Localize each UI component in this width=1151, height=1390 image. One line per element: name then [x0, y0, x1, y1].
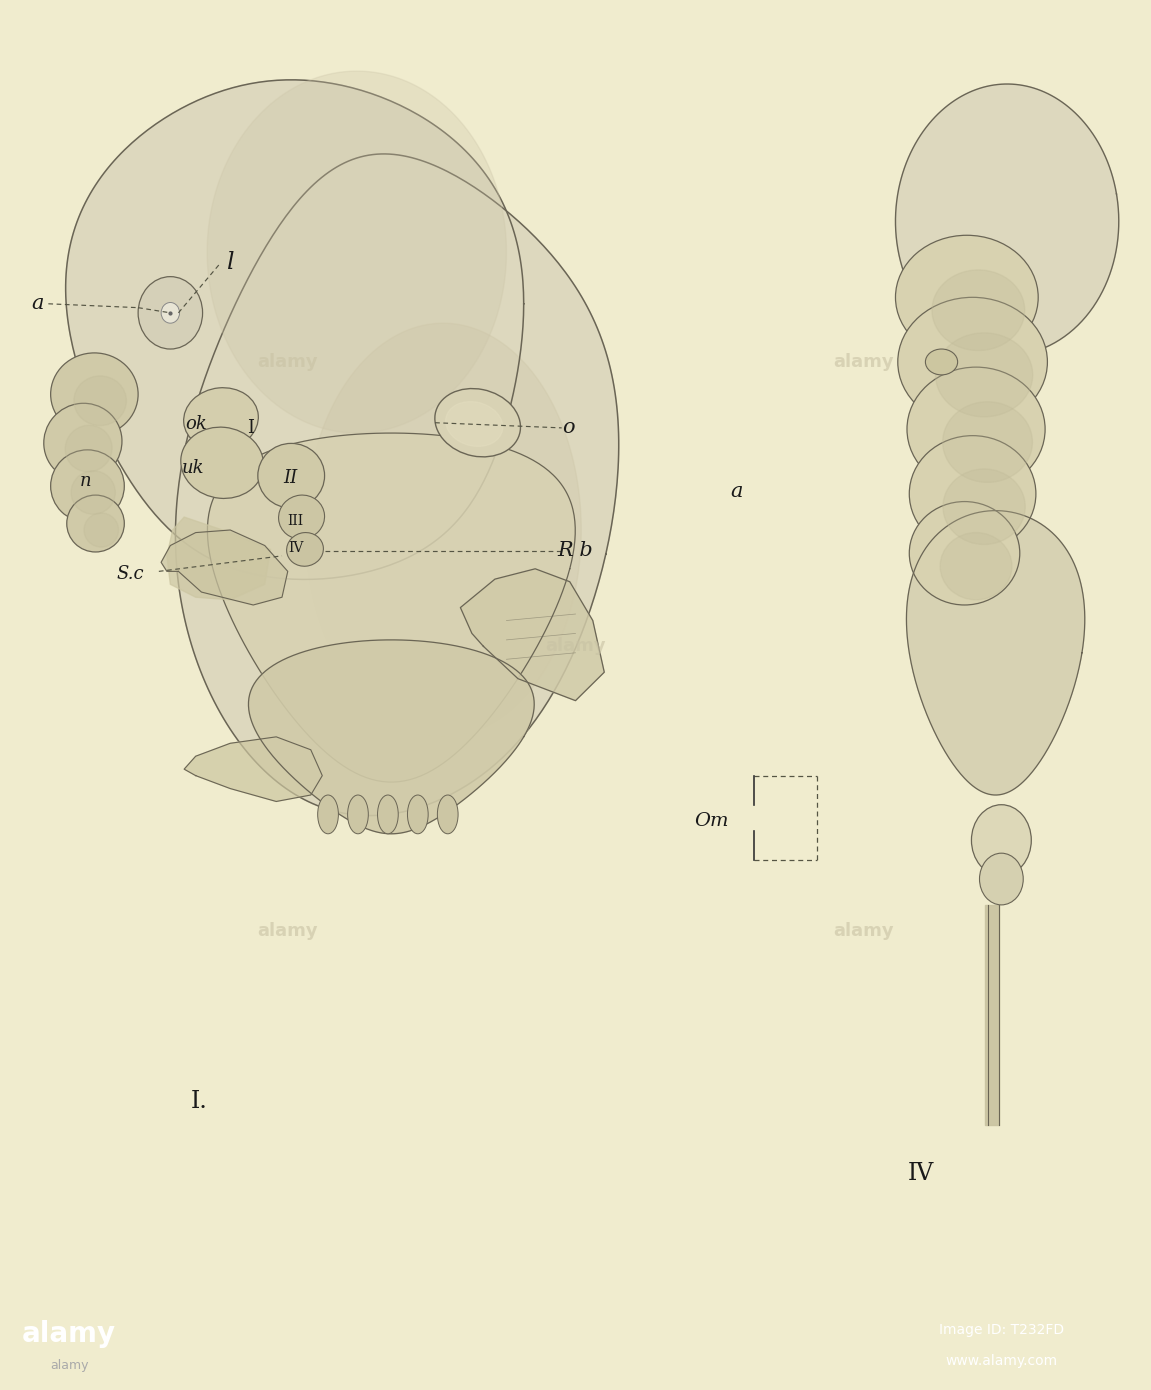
Text: ok: ok	[185, 416, 206, 434]
Text: R b: R b	[557, 541, 594, 560]
Ellipse shape	[925, 349, 958, 375]
Text: I.: I.	[191, 1090, 207, 1113]
Ellipse shape	[437, 795, 458, 834]
Polygon shape	[460, 569, 604, 701]
Ellipse shape	[898, 297, 1047, 427]
Text: uk: uk	[182, 459, 205, 477]
Ellipse shape	[445, 402, 503, 446]
Ellipse shape	[378, 795, 398, 834]
Ellipse shape	[909, 502, 1020, 605]
Polygon shape	[895, 83, 1119, 356]
Ellipse shape	[980, 853, 1023, 905]
Text: alamy: alamy	[22, 1319, 116, 1347]
Polygon shape	[161, 530, 288, 605]
Text: www.alamy.com: www.alamy.com	[945, 1354, 1058, 1368]
Ellipse shape	[44, 403, 122, 481]
Ellipse shape	[943, 468, 1026, 545]
Circle shape	[138, 277, 203, 349]
Ellipse shape	[936, 332, 1032, 417]
Text: II: II	[283, 470, 297, 488]
Ellipse shape	[435, 389, 520, 457]
Polygon shape	[249, 639, 534, 834]
Polygon shape	[207, 71, 506, 434]
Ellipse shape	[258, 443, 325, 507]
Text: alamy: alamy	[258, 922, 318, 940]
Text: n: n	[79, 471, 91, 489]
Ellipse shape	[971, 805, 1031, 876]
Polygon shape	[167, 517, 270, 600]
Ellipse shape	[51, 450, 124, 523]
Polygon shape	[184, 737, 322, 802]
Polygon shape	[66, 79, 524, 580]
Text: alamy: alamy	[258, 353, 318, 371]
Text: IV: IV	[908, 1162, 933, 1186]
Ellipse shape	[348, 795, 368, 834]
Polygon shape	[907, 510, 1084, 795]
Ellipse shape	[184, 388, 258, 450]
Text: l: l	[227, 252, 234, 274]
Ellipse shape	[943, 402, 1032, 482]
Ellipse shape	[84, 513, 119, 548]
Text: alamy: alamy	[833, 922, 893, 940]
Text: alamy: alamy	[49, 1359, 89, 1372]
Ellipse shape	[287, 532, 323, 566]
Ellipse shape	[67, 495, 124, 552]
Ellipse shape	[74, 375, 127, 425]
Polygon shape	[305, 324, 581, 737]
Text: S.c: S.c	[116, 564, 144, 582]
Ellipse shape	[940, 532, 1012, 600]
Text: IV: IV	[288, 541, 304, 555]
Text: alamy: alamy	[546, 638, 605, 655]
Ellipse shape	[932, 270, 1024, 350]
Text: a: a	[731, 482, 742, 500]
Ellipse shape	[318, 795, 338, 834]
Text: alamy: alamy	[833, 353, 893, 371]
Ellipse shape	[407, 795, 428, 834]
Polygon shape	[207, 434, 576, 783]
Text: I: I	[247, 418, 254, 436]
Ellipse shape	[895, 235, 1038, 360]
Text: III: III	[288, 514, 304, 528]
Ellipse shape	[66, 425, 112, 471]
Text: Image ID: T232FD: Image ID: T232FD	[939, 1323, 1064, 1337]
Text: o: o	[563, 418, 574, 438]
Ellipse shape	[909, 435, 1036, 552]
Text: a: a	[32, 295, 44, 313]
Ellipse shape	[51, 353, 138, 435]
Ellipse shape	[71, 471, 115, 514]
Text: Om: Om	[694, 812, 729, 830]
Ellipse shape	[907, 367, 1045, 491]
Ellipse shape	[279, 495, 325, 539]
Polygon shape	[175, 154, 619, 816]
Ellipse shape	[181, 427, 264, 499]
Circle shape	[161, 303, 180, 322]
